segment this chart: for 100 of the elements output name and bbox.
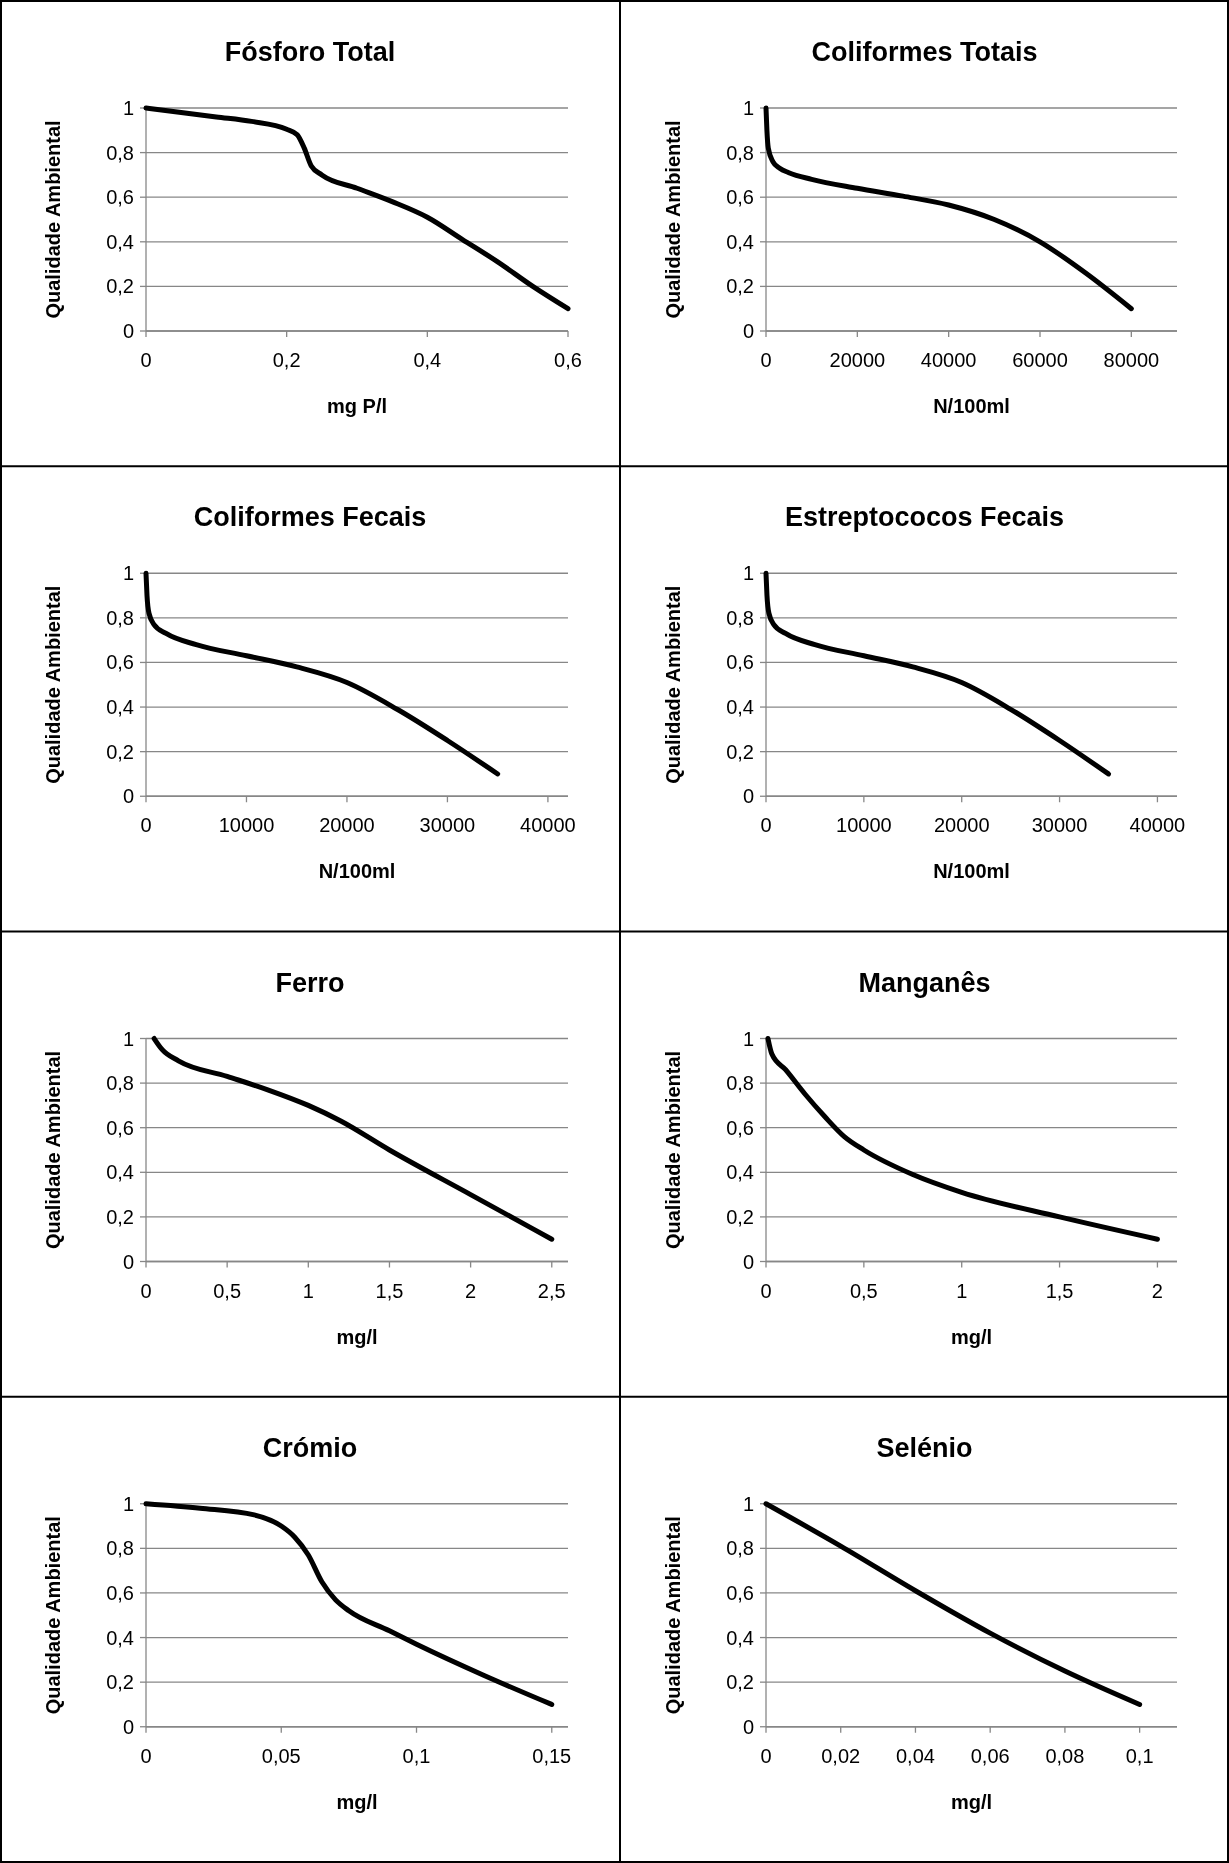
y-axis-title: Qualidade Ambiental (42, 585, 64, 784)
x-tick-label: 20000 (933, 814, 990, 837)
y-tick-label: 0,6 (106, 1581, 134, 1604)
y-tick-label: 0,6 (726, 186, 754, 209)
y-tick-label: 0,8 (106, 606, 134, 629)
y-axis-title: Qualidade Ambiental (662, 120, 684, 319)
chart-title: Fósforo Total (224, 37, 396, 67)
y-tick-label: 0,2 (106, 1205, 134, 1228)
y-tick-label: 0,8 (726, 1537, 754, 1560)
chart-title: Crómio (262, 1432, 358, 1463)
y-tick-label: 0,6 (726, 1581, 754, 1604)
chart-title: Manganês (858, 967, 991, 998)
x-tick-label: 0 (760, 1744, 772, 1767)
y-tick-label: 0,2 (726, 740, 754, 763)
y-tick-label: 0,6 (106, 186, 134, 209)
x-tick-label: 0 (760, 1279, 772, 1302)
x-tick-label: 0,4 (413, 349, 442, 371)
x-tick-label: 1 (302, 1279, 314, 1302)
y-tick-label: 0,2 (726, 275, 754, 298)
x-tick-label: 0,6 (554, 349, 582, 371)
x-axis-title: mg P/l (326, 395, 388, 417)
y-tick-label: 0,4 (726, 1161, 754, 1184)
y-axis-title: Qualidade Ambiental (662, 1050, 684, 1250)
x-tick-label: 2 (465, 1279, 477, 1302)
x-axis-title: mg/l (950, 1790, 993, 1813)
x-tick-label: 80000 (1103, 349, 1160, 371)
y-tick-label: 1 (742, 1027, 754, 1050)
y-tick-label: 0,6 (106, 651, 134, 674)
x-axis-title: mg/l (336, 1325, 378, 1348)
y-tick-label: 0,8 (106, 141, 134, 164)
y-tick-label: 0 (122, 785, 134, 808)
x-axis-title: N/100ml (318, 860, 396, 883)
y-tick-label: 0,2 (726, 1205, 754, 1228)
chart-title: Ferro (275, 967, 345, 998)
y-tick-label: 0,2 (726, 1671, 754, 1694)
y-tick-label: 0 (742, 1250, 754, 1273)
y-tick-label: 1 (742, 97, 754, 119)
y-tick-label: 0,2 (106, 1671, 134, 1694)
y-tick-label: 1 (122, 1027, 134, 1050)
y-tick-label: 1 (122, 97, 134, 119)
y-tick-label: 0,4 (726, 230, 754, 253)
x-tick-label: 0,06 (970, 1744, 1010, 1767)
y-tick-label: 0,4 (106, 1161, 134, 1184)
y-tick-label: 0 (742, 785, 754, 808)
y-tick-label: 0,2 (106, 275, 134, 298)
x-tick-label: 0,04 (895, 1744, 935, 1767)
y-tick-label: 0,4 (106, 696, 134, 719)
x-tick-label: 0,08 (1045, 1744, 1085, 1767)
y-tick-label: 0,8 (106, 1072, 134, 1095)
x-tick-label: 40000 (920, 349, 977, 371)
y-tick-label: 1 (122, 1492, 134, 1515)
x-tick-label: 10000 (836, 814, 892, 837)
y-tick-label: 0 (122, 1715, 134, 1738)
y-tick-label: 0 (122, 1250, 134, 1273)
x-tick-label: 1 (956, 1279, 968, 1302)
y-tick-label: 0,8 (726, 141, 754, 164)
x-tick-label: 1,5 (375, 1279, 404, 1302)
y-tick-label: 0,6 (726, 1116, 754, 1139)
y-axis-title: Qualidade Ambiental (42, 1050, 64, 1250)
y-tick-label: 0 (742, 320, 754, 342)
x-axis-title: N/100ml (933, 860, 1010, 883)
x-tick-label: 0 (140, 1744, 152, 1767)
x-tick-label: 10000 (218, 814, 275, 837)
y-tick-label: 0,4 (106, 1626, 134, 1649)
x-tick-label: 30000 (1031, 814, 1088, 837)
x-axis-title: N/100ml (933, 395, 1010, 417)
x-tick-label: 20000 (319, 814, 375, 837)
y-tick-label: 1 (742, 1492, 754, 1515)
x-tick-label: 0 (760, 349, 772, 371)
y-axis-title: Qualidade Ambiental (42, 120, 64, 319)
x-tick-label: 40000 (1129, 814, 1186, 837)
x-tick-label: 30000 (419, 814, 476, 837)
y-axis-title: Qualidade Ambiental (42, 1516, 64, 1715)
x-tick-label: 0,05 (261, 1744, 301, 1767)
y-axis-title: Qualidade Ambiental (662, 585, 684, 784)
chart-title: Coliformes Totais (811, 37, 1038, 67)
x-tick-label: 0 (760, 814, 772, 837)
x-tick-label: 0,5 (849, 1279, 878, 1302)
y-axis-title: Qualidade Ambiental (662, 1516, 684, 1715)
x-tick-label: 0,15 (532, 1744, 572, 1767)
x-tick-label: 0,02 (821, 1744, 861, 1767)
x-tick-label: 20000 (829, 349, 886, 371)
y-tick-label: 0,2 (106, 740, 134, 763)
x-tick-label: 0,5 (213, 1279, 242, 1302)
y-tick-label: 0,8 (726, 1072, 754, 1095)
x-tick-label: 0,2 (272, 349, 301, 371)
x-axis-title: mg/l (950, 1325, 993, 1348)
x-tick-label: 2 (1151, 1279, 1163, 1302)
x-tick-label: 1,5 (1045, 1279, 1074, 1302)
y-tick-label: 1 (742, 562, 754, 585)
x-tick-label: 40000 (520, 814, 576, 837)
y-tick-label: 0,8 (726, 606, 754, 629)
x-tick-label: 0,1 (1125, 1744, 1154, 1767)
y-tick-label: 0,4 (726, 696, 754, 719)
x-tick-label: 60000 (1012, 349, 1068, 371)
y-tick-label: 0,8 (106, 1537, 134, 1560)
x-tick-label: 0,1 (402, 1744, 431, 1767)
y-tick-label: 0 (122, 320, 134, 342)
chart-title: Estreptococos Fecais (784, 502, 1065, 533)
chart-title: Selénio (876, 1432, 973, 1463)
